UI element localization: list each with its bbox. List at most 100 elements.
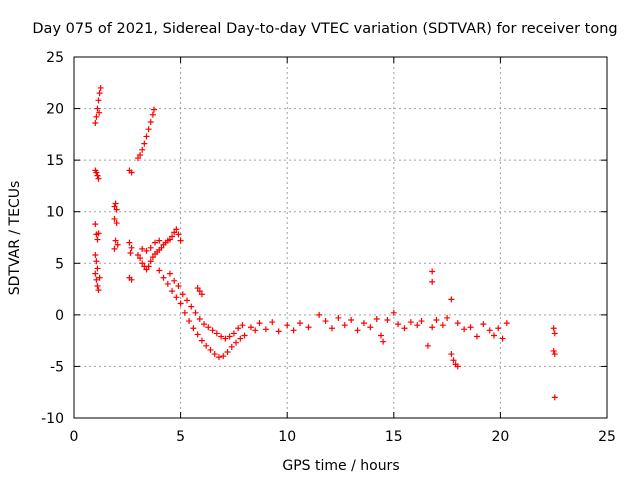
data-point [156, 237, 163, 244]
data-point [126, 239, 133, 246]
data-point [139, 146, 146, 153]
data-point [145, 126, 152, 133]
x-tick-label: 20 [491, 429, 509, 445]
x-tick-label: 5 [176, 429, 185, 445]
data-point [218, 333, 225, 340]
data-point [429, 268, 436, 275]
chart-title: Day 075 of 2021, Sidereal Day-to-day VTE… [32, 21, 617, 37]
data-point [256, 320, 263, 327]
data-point [190, 325, 197, 332]
data-point [215, 354, 222, 361]
data-point [499, 335, 506, 342]
data-point [128, 244, 135, 251]
data-point [92, 120, 99, 127]
data-point [166, 270, 173, 277]
data-point [378, 332, 385, 339]
data-point [169, 288, 176, 295]
data-point [181, 309, 188, 316]
data-point [284, 322, 291, 329]
data-point [448, 351, 455, 358]
data-point [143, 247, 150, 254]
y-tick-label: 10 [46, 205, 64, 221]
data-point [128, 276, 135, 283]
data-point [550, 347, 557, 354]
data-point [198, 337, 205, 344]
data-point [335, 314, 342, 321]
data-point [207, 346, 214, 353]
data-point [111, 245, 118, 252]
data-point [96, 109, 103, 116]
data-point [179, 291, 186, 298]
data-point [96, 90, 103, 97]
data-point [139, 260, 146, 267]
y-tick-label: 0 [55, 308, 64, 324]
data-point [305, 324, 312, 331]
data-point [239, 322, 246, 329]
data-point [96, 274, 103, 281]
data-point [450, 357, 457, 364]
data-point [367, 324, 374, 331]
data-point [188, 303, 195, 310]
data-point [95, 175, 102, 182]
data-point [196, 315, 203, 322]
data-point [113, 206, 120, 213]
data-point [226, 333, 233, 340]
data-point [241, 332, 248, 339]
data-point [237, 335, 244, 342]
data-point [145, 263, 152, 270]
data-point [439, 322, 446, 329]
plot-frame [73, 56, 608, 419]
x-tick-label: 25 [598, 429, 616, 445]
data-point [93, 258, 100, 265]
data-point [444, 314, 451, 321]
data-point [213, 330, 220, 337]
data-point [203, 342, 210, 349]
data-point [551, 394, 558, 401]
data-point [173, 294, 180, 301]
data-point [92, 221, 99, 228]
y-tick-label: 5 [55, 256, 64, 272]
data-point [384, 317, 391, 324]
data-point [111, 215, 118, 222]
data-point [166, 236, 173, 243]
data-point [183, 297, 190, 304]
data-point [473, 333, 480, 340]
data-point [201, 321, 208, 328]
data-point [551, 351, 558, 358]
data-point [395, 321, 402, 328]
data-point [211, 351, 218, 358]
data-point [194, 285, 201, 292]
data-point [316, 311, 323, 318]
data-point [262, 326, 269, 333]
data-point [205, 324, 212, 331]
data-point [134, 252, 141, 259]
data-point [169, 233, 176, 240]
data-point [149, 111, 156, 118]
data-point [160, 274, 167, 281]
data-point [551, 330, 558, 337]
data-point [186, 318, 193, 325]
data-point [94, 265, 101, 272]
data-point [360, 320, 367, 327]
data-point [230, 330, 237, 337]
data-point [152, 239, 159, 246]
data-point [228, 343, 235, 350]
data-point [149, 254, 156, 261]
data-point [95, 230, 102, 237]
data-point [147, 244, 154, 251]
data-point [147, 258, 154, 265]
data-point [173, 226, 180, 233]
axis-ticks: 0 5 10 15 20 25 -10 -5 0 5 10 15 20 25 [41, 50, 616, 445]
y-axis-label: SDTVAR / TECUs [7, 181, 23, 296]
data-point [137, 151, 144, 158]
data-point [177, 300, 184, 307]
data-point [175, 231, 182, 238]
data-point [134, 155, 141, 162]
data-point [139, 245, 146, 252]
data-point [233, 339, 240, 346]
data-point [224, 348, 231, 355]
data-point [328, 325, 335, 332]
data-point [550, 325, 557, 332]
data-point [156, 267, 163, 274]
